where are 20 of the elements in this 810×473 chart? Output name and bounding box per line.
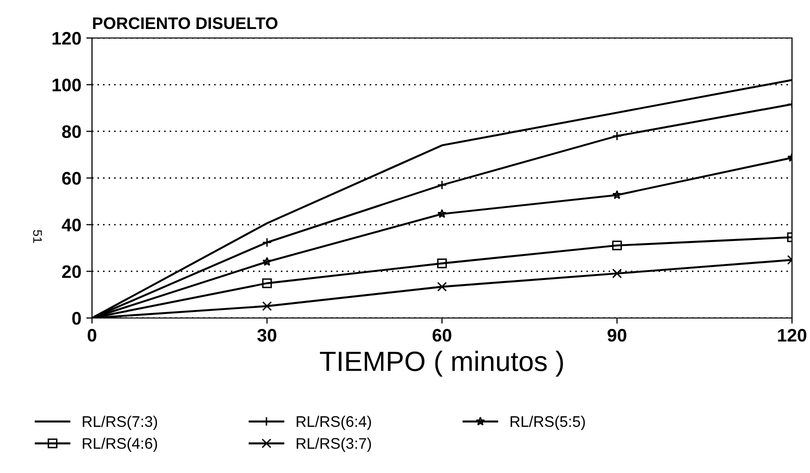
y-tick-label: 20 (62, 265, 81, 278)
legend-label: RL/RS(7:3) (82, 416, 158, 430)
y-tick-label: 40 (62, 218, 81, 232)
legend-label: RL/RS(4:6) (82, 438, 158, 452)
y-tick-label: 0 (72, 312, 81, 325)
y-tick-label: 120 (52, 32, 81, 45)
legend-label: RL/RS(3:7) (296, 438, 371, 452)
y-tick-label: 60 (62, 172, 81, 185)
x-tick-label: 90 (608, 328, 626, 342)
x-tick-label: 30 (257, 328, 276, 342)
y-axis-title: PORCIENTO DISUELTO (93, 17, 278, 30)
x-axis-title: TIEMPO ( minutos ) (320, 350, 563, 377)
x-tick-label: 120 (778, 328, 806, 342)
text: 51 (33, 230, 42, 243)
legend-label: RL/RS(6:4) (296, 416, 371, 430)
x-tick-label: 60 (432, 328, 452, 342)
legend-label: RL/RS(5:5) (510, 416, 585, 430)
y-tick-label: 100 (52, 78, 81, 92)
x-tick-label: 0 (88, 328, 96, 342)
y-tick-label: 80 (62, 125, 81, 138)
